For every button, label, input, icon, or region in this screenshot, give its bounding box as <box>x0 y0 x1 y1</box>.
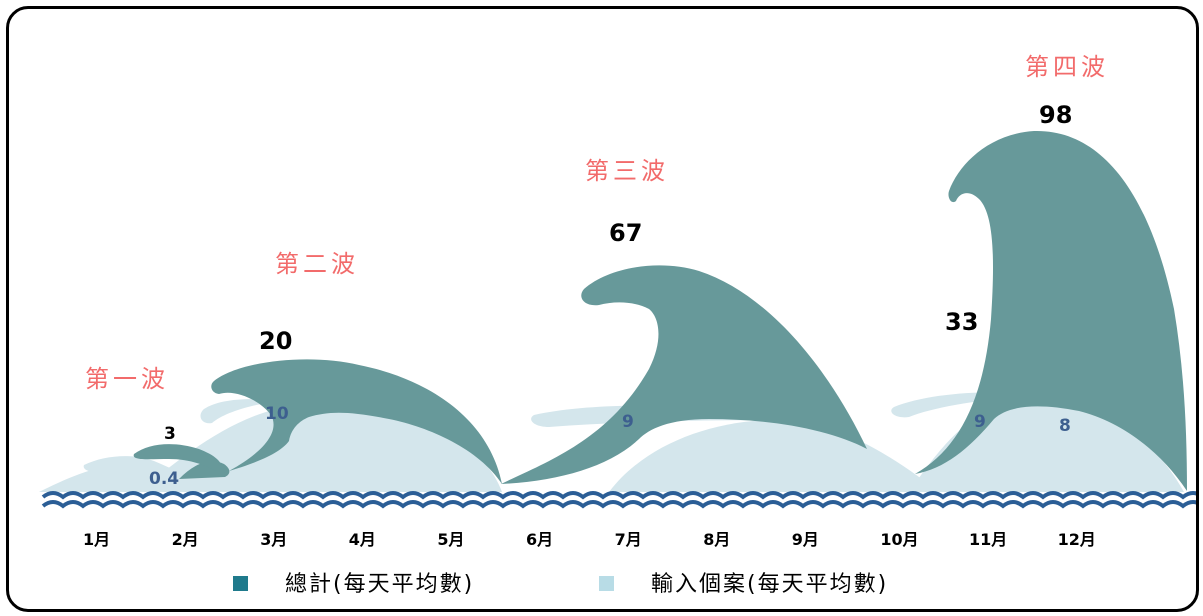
import-value-wave4b: 8 <box>1059 416 1071 436</box>
month-label-9: 9月 <box>792 530 819 549</box>
month-label-4: 4月 <box>349 530 376 549</box>
total-value-wave4b: 98 <box>1039 101 1072 129</box>
wave-label-2: 第二波 <box>275 250 359 278</box>
legend-swatch-import <box>599 576 614 591</box>
import-value-wave4a: 9 <box>974 412 986 432</box>
wave-label-4: 第四波 <box>1025 53 1109 81</box>
month-label-6: 6月 <box>526 530 553 549</box>
month-label-1: 1月 <box>83 530 110 549</box>
import-wave-3 <box>609 419 939 492</box>
legend-label-total: 總計(每天平均數) <box>285 572 474 597</box>
total-value-wave4a: 33 <box>945 308 978 336</box>
month-axis: 1月 2月 3月 4月 5月 6月 7月 8月 9月 10月 11月 12月 <box>83 530 1096 549</box>
sea-line-1 <box>41 491 1196 500</box>
import-value-wave1: 0.4 <box>149 469 179 489</box>
month-label-7: 7月 <box>615 530 642 549</box>
total-value-wave2: 20 <box>259 327 292 355</box>
month-label-3: 3月 <box>260 530 287 549</box>
wave-label-1: 第一波 <box>85 365 169 393</box>
total-wave-4 <box>915 130 1187 491</box>
legend-swatch-total <box>233 576 248 591</box>
total-wave-1-crest <box>133 444 225 477</box>
month-label-5: 5月 <box>437 530 464 549</box>
wave-chart: 1月 2月 3月 4月 5月 6月 7月 8月 9月 10月 11月 12月 第一波 第二波 第三波 … <box>39 53 1196 597</box>
chart-frame: 1月 2月 3月 4月 5月 6月 7月 8月 9月 10月 11月 12月 第一波 第二波 第三波 … <box>6 6 1199 612</box>
import-wave-4-curl <box>891 392 1049 418</box>
total-value-wave1: 3 <box>164 424 176 444</box>
import-value-wave3: 9 <box>622 412 634 432</box>
month-label-2: 2月 <box>172 530 199 549</box>
import-wave-2-curl <box>200 399 279 424</box>
month-label-12: 12月 <box>1058 530 1096 549</box>
import-wave-2 <box>139 405 502 492</box>
import-wave-1-curl <box>83 456 154 472</box>
legend-label-import: 輸入個案(每天平均數) <box>651 572 888 597</box>
total-value-wave3: 67 <box>609 219 642 247</box>
sea-line-2 <box>41 500 1196 509</box>
legend: 總計(每天平均數) 輸入個案(每天平均數) <box>233 572 888 597</box>
month-label-11: 11月 <box>969 530 1007 549</box>
import-value-wave2: 10 <box>265 404 289 424</box>
sea-wave-line <box>41 491 1196 509</box>
month-label-8: 8月 <box>703 530 730 549</box>
total-waves <box>133 130 1187 491</box>
wave-label-3: 第三波 <box>585 157 669 185</box>
month-label-10: 10月 <box>880 530 918 549</box>
total-wave-2 <box>211 359 502 484</box>
total-wave-3 <box>501 265 867 484</box>
